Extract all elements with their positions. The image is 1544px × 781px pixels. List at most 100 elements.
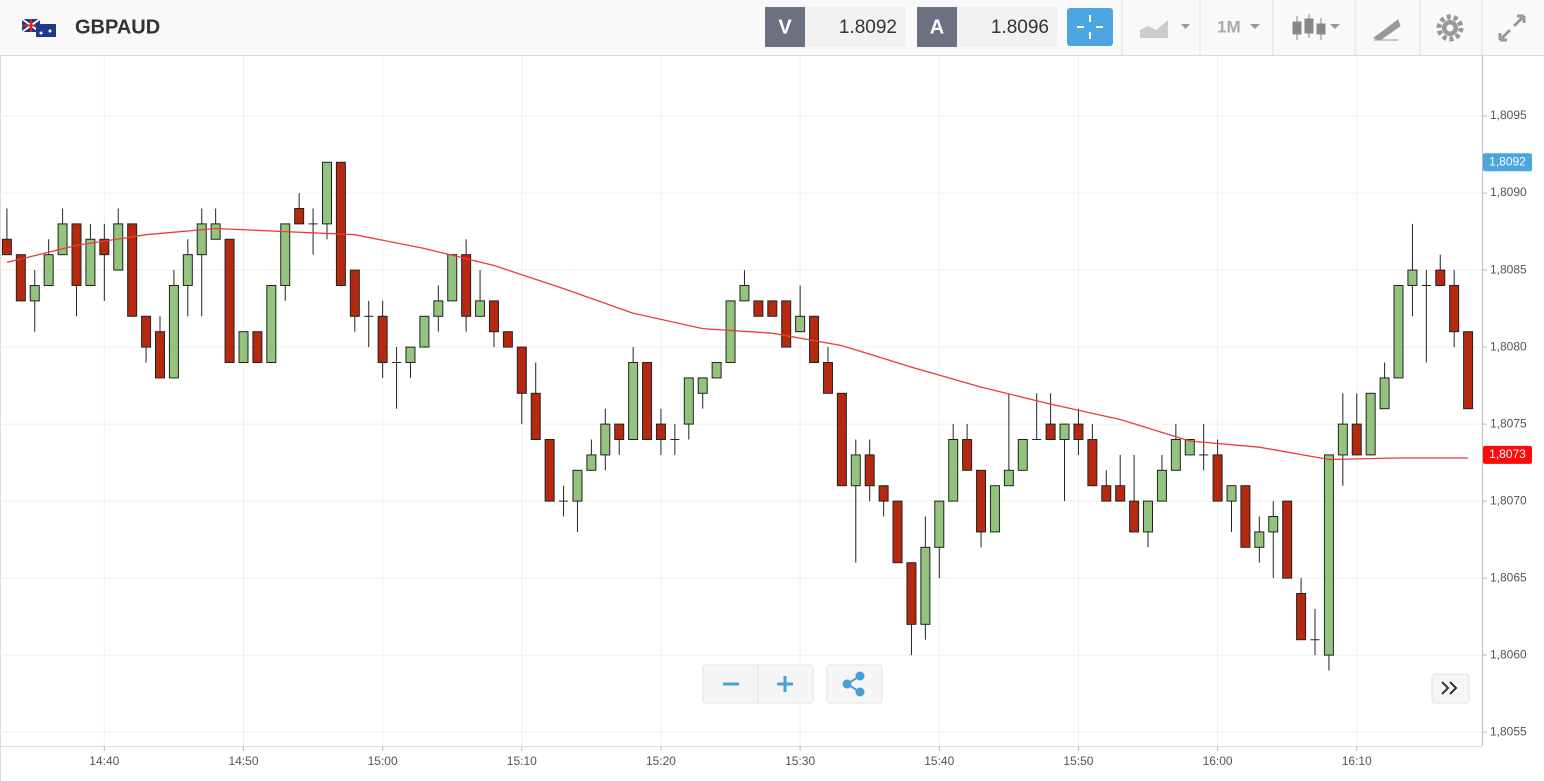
zoom-in-button[interactable] (777, 676, 793, 692)
candle-body (1254, 531, 1265, 548)
candle-body (196, 223, 207, 256)
candle-body (1003, 469, 1014, 487)
y-tick-label: 1,8055 (1490, 724, 1527, 738)
candle-body (252, 331, 263, 363)
candle-body (586, 454, 597, 471)
candle-body (976, 469, 987, 533)
candle-body (948, 439, 959, 502)
price-badge-label: 1,8092 (1489, 154, 1526, 168)
candle-body (1310, 639, 1320, 641)
candle-body (697, 377, 708, 394)
candle-body (377, 315, 388, 363)
axes: 1,8055 1,8060 1,8065 1,8070 1,8075 1,8080 1,80… (89, 108, 1532, 768)
share-button[interactable] (826, 664, 883, 704)
candle-body (1337, 423, 1348, 456)
candle-body (781, 300, 792, 348)
timeframe-caret (1250, 24, 1260, 29)
price-badge (1483, 153, 1532, 172)
candle-body (502, 331, 513, 348)
candle-body (433, 300, 444, 317)
x-tick-label: 15:50 (1063, 754, 1093, 768)
candle-body (71, 223, 82, 286)
candle-body (1226, 485, 1237, 502)
chart-type-button[interactable] (1140, 20, 1190, 38)
candle-body (989, 485, 1000, 533)
candle-body (614, 423, 625, 441)
candle-body (335, 161, 346, 286)
fullscreen-button[interactable] (1498, 14, 1526, 42)
sell-field[interactable] (805, 7, 905, 47)
x-tick-label: 14:50 (228, 754, 258, 768)
candle-body (321, 161, 332, 225)
timeframe-button[interactable]: 1M (1217, 17, 1241, 36)
candle-body (266, 284, 277, 363)
x-tick-label: 16:10 (1342, 754, 1372, 768)
candle-body (878, 485, 889, 502)
candle-body (683, 377, 694, 425)
candle-body (642, 361, 653, 441)
sell-label: V (778, 16, 792, 38)
candle-body (795, 315, 806, 333)
flag (21, 18, 56, 37)
candle-body (1365, 392, 1376, 456)
buy-price: 1.8096 (991, 17, 1049, 38)
buy-field[interactable] (957, 7, 1057, 47)
scroll-end-button[interactable] (1431, 673, 1470, 704)
zoom-controls (702, 664, 1470, 704)
x-tick-label: 15:20 (646, 754, 676, 768)
candle-body (224, 238, 235, 363)
y-tick-label: 1,8065 (1490, 570, 1527, 584)
candle-body (1, 238, 12, 256)
x-tick-label: 16:00 (1203, 754, 1233, 768)
candle-body (1240, 485, 1251, 548)
candle-body (15, 254, 26, 302)
candle-body (836, 392, 847, 487)
candle-body (809, 315, 820, 363)
candle-body (29, 284, 40, 302)
candle-body (210, 223, 221, 240)
candle-body (739, 284, 750, 302)
candle-body (238, 331, 249, 363)
candle-body (516, 346, 527, 394)
candle-body (419, 315, 430, 348)
candle-body (1379, 377, 1390, 410)
crosshair-button[interactable] (1067, 8, 1113, 46)
sell-badge[interactable] (765, 7, 805, 47)
y-tick-label: 1,8095 (1490, 108, 1527, 122)
candle-body (850, 454, 861, 487)
settings-button[interactable] (1436, 14, 1464, 42)
candle-body (1463, 331, 1474, 410)
candle-body (1143, 500, 1154, 533)
candle-body (168, 284, 179, 379)
x-tick-label: 15:40 (924, 754, 954, 768)
candle-body (670, 439, 680, 441)
scroll-end-icon (1441, 681, 1458, 695)
candle-body (934, 500, 945, 548)
crosshair-icon (1077, 15, 1103, 39)
candle-body (767, 300, 778, 317)
candle-body (1059, 423, 1070, 441)
draw-button[interactable] (1372, 19, 1401, 41)
candle-body (628, 361, 639, 441)
candle-body (1199, 454, 1209, 456)
moving-average (6, 227, 1469, 461)
candle-body (530, 392, 541, 441)
buy-badge[interactable] (917, 7, 957, 47)
candle-body (892, 500, 903, 564)
candle-body (85, 238, 96, 286)
candle-body (141, 315, 152, 348)
y-tick-label: 1,8090 (1490, 185, 1527, 199)
candles-button[interactable] (1292, 14, 1340, 40)
candle-body (822, 361, 833, 394)
candle-body (43, 254, 54, 286)
candle-body (99, 238, 110, 256)
candle-body (364, 315, 374, 317)
candle-body (1101, 485, 1112, 502)
price-badge (1483, 445, 1532, 464)
candle-body (461, 254, 472, 317)
candle-body (962, 439, 973, 471)
plot (1, 161, 1474, 671)
y-tick-label: 1,8075 (1490, 416, 1527, 430)
candle-body (1351, 423, 1362, 456)
